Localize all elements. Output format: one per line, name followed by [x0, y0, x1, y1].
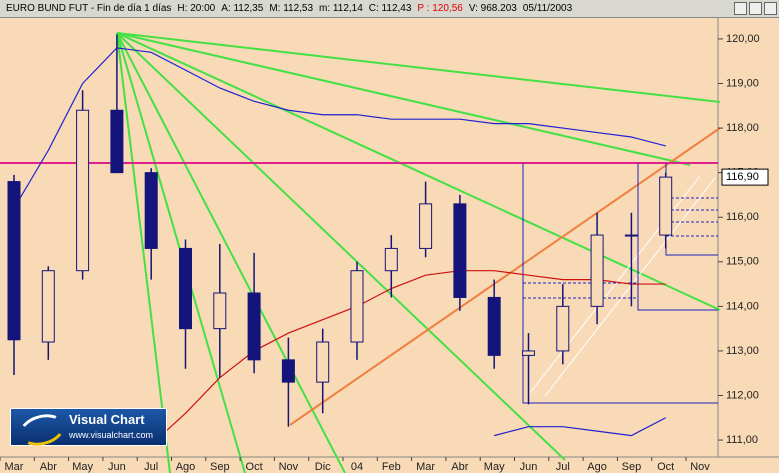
candle-body: [247, 292, 261, 361]
indicator-line: [494, 417, 666, 437]
candle-body: [213, 292, 227, 330]
candle-body: [41, 270, 55, 343]
candle-body: [179, 247, 192, 330]
header-field: 05/11/2003: [522, 3, 573, 14]
header-field: M: 112,53: [269, 3, 314, 14]
indicator-line: [150, 270, 666, 445]
close[interactable]: [764, 2, 777, 15]
minimize[interactable]: [734, 2, 747, 15]
x-tick-label: Nov: [279, 461, 299, 473]
x-tick-label: Feb: [382, 461, 401, 473]
y-tick-label: 111,00: [726, 434, 758, 446]
y-tick-label: 116,00: [726, 211, 759, 223]
x-tick-label: Oct: [657, 461, 674, 473]
y-tick-label: 113,00: [726, 345, 759, 357]
x-tick-label: Oct: [246, 461, 263, 473]
candle-body: [316, 341, 330, 383]
candle-body: [624, 234, 638, 237]
last-price-box: [721, 168, 769, 186]
drawings: [0, 32, 721, 473]
y-tick-label: 114,00: [726, 300, 759, 312]
maximize[interactable]: [749, 2, 762, 15]
x-tick-label: Jul: [556, 461, 570, 473]
candle-body: [384, 247, 398, 272]
indicator-line: [13, 47, 666, 209]
candle-body: [590, 234, 604, 307]
candle-body: [110, 109, 124, 174]
candle-body: [350, 270, 364, 343]
last-price-label: 116,90: [726, 171, 759, 183]
x-tick-label: Abr: [451, 461, 468, 473]
x-tick-label: Jun: [108, 461, 126, 473]
trend-line: [289, 127, 721, 426]
gann-line: [116, 32, 691, 166]
logo-url: www.visualchart.com: [69, 430, 154, 440]
candle-body: [487, 296, 501, 356]
x-tick-label: Sep: [622, 461, 642, 473]
x-tick-label: Abr: [40, 461, 57, 473]
y-tick-label: 119,00: [726, 77, 759, 89]
gann-line: [116, 32, 346, 473]
header-field: m: 112,14: [319, 3, 363, 14]
header-field: H: 20:00: [177, 3, 216, 14]
x-tick-label: Dic: [315, 461, 331, 473]
candle-body: [522, 350, 535, 356]
candle-body: [144, 172, 158, 249]
y-tick-label: 115,00: [726, 256, 759, 268]
box: [522, 163, 718, 404]
header-field: C: 112,43: [368, 3, 412, 14]
channel-line: [544, 177, 716, 397]
header-field: V: 968.203: [468, 3, 517, 14]
header-field: A: 112,35: [221, 3, 264, 14]
y-tick-label: 112,00: [726, 389, 759, 401]
x-tick-label: Jun: [520, 461, 538, 473]
chart: 111,00112,00113,00114,00115,00116,00117,…: [0, 18, 779, 473]
window-buttons[interactable]: [732, 2, 777, 20]
y-tick-label: 118,00: [726, 122, 759, 134]
gann-line: [116, 32, 171, 473]
x-tick-label: Mar: [416, 461, 435, 473]
header-field: P : 120,56: [417, 3, 463, 14]
x-tick-label: Nov: [690, 461, 710, 473]
candle-body: [556, 305, 570, 352]
logo[interactable]: Visual Chart www.visualchart.com: [10, 408, 167, 451]
y-tick-label: 120,00: [726, 33, 760, 45]
candle-body: [76, 109, 90, 272]
x-tick-label: Mar: [5, 461, 24, 473]
candle-body: [659, 176, 673, 236]
gann-line: [116, 32, 721, 311]
header-field: EURO BUND FUT - Fin de día 1 días: [6, 3, 172, 14]
x-tick-label: May: [72, 461, 93, 473]
x-tick-label: May: [484, 461, 505, 473]
candle-body: [281, 359, 295, 383]
logo-name: Visual Chart: [69, 412, 145, 427]
candle-body: [419, 203, 433, 249]
box: [637, 163, 718, 311]
header-bar: EURO BUND FUT - Fin de día 1 días H: 20:0…: [0, 0, 779, 18]
gann-line: [116, 32, 566, 461]
x-tick-label: Ago: [176, 461, 196, 473]
gann-line: [116, 32, 721, 103]
candle-body: [453, 203, 467, 298]
x-tick-label: 04: [351, 461, 363, 473]
candle-body: [7, 181, 21, 341]
x-tick-label: Ago: [587, 461, 607, 473]
x-tick-label: Jul: [144, 461, 158, 473]
x-tick-label: Sep: [210, 461, 230, 473]
